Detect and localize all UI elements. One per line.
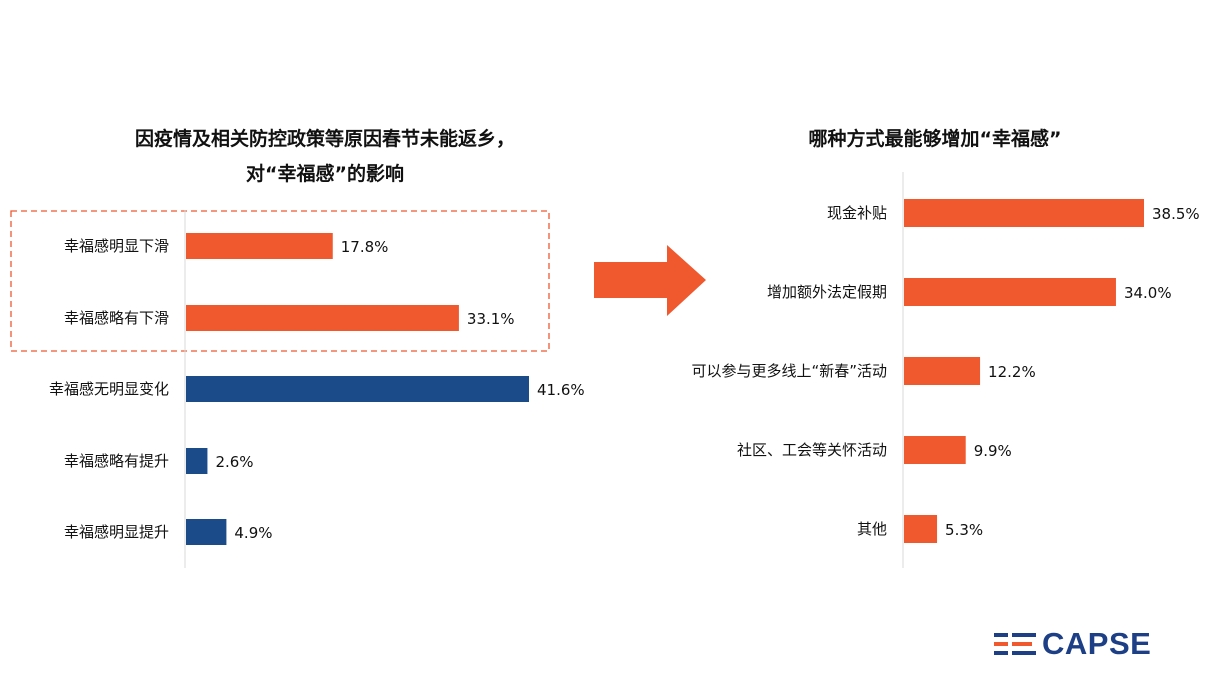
left-bar bbox=[186, 376, 529, 402]
left-value-label: 4.9% bbox=[234, 524, 272, 542]
right-category-label: 增加额外法定假期 bbox=[767, 283, 887, 301]
left-category-label: 幸福感明显提升 bbox=[64, 523, 169, 541]
left-category-label: 幸福感略有提升 bbox=[64, 452, 169, 470]
left-bar bbox=[186, 519, 227, 545]
right-category-label: 其他 bbox=[857, 520, 887, 538]
left-bar bbox=[186, 233, 333, 259]
left-chart-title-line-2: 对“幸福感”的影响 bbox=[246, 163, 404, 185]
left-category-label: 幸福感明显下滑 bbox=[64, 237, 169, 255]
right-bar bbox=[904, 357, 981, 385]
left-chart-title: 因疫情及相关防控政策等原因春节未能返乡， 对“幸福感”的影响 bbox=[60, 122, 590, 192]
left-value-label: 33.1% bbox=[467, 310, 515, 328]
left-bar bbox=[186, 305, 459, 331]
left-value-label: 2.6% bbox=[215, 453, 253, 471]
right-bar bbox=[904, 436, 966, 464]
right-bar bbox=[904, 278, 1116, 306]
right-value-label: 9.9% bbox=[974, 442, 1012, 460]
right-value-label: 5.3% bbox=[945, 521, 983, 539]
right-category-label: 现金补贴 bbox=[827, 204, 887, 222]
highlight-dashed-box bbox=[10, 210, 550, 352]
right-value-label: 38.5% bbox=[1152, 205, 1200, 223]
left-bar bbox=[186, 448, 208, 474]
right-category-label: 社区、工会等关怀活动 bbox=[737, 441, 887, 459]
right-value-label: 34.0% bbox=[1124, 284, 1172, 302]
right-chart-title-line-1: 哪种方式最能够增加“幸福感” bbox=[808, 128, 1062, 150]
left-category-label: 幸福感无明显变化 bbox=[49, 380, 169, 398]
logo-lines-icon bbox=[994, 633, 1036, 655]
left-value-label: 41.6% bbox=[537, 381, 585, 399]
left-value-label: 17.8% bbox=[341, 238, 389, 256]
right-bar bbox=[904, 515, 938, 543]
left-chart-title-line-1: 因疫情及相关防控政策等原因春节未能返乡， bbox=[134, 128, 515, 150]
right-category-label: 可以参与更多线上“新春”活动 bbox=[691, 362, 887, 380]
right-chart-title: 哪种方式最能够增加“幸福感” bbox=[740, 122, 1130, 157]
left-category-label: 幸福感略有下滑 bbox=[64, 309, 169, 327]
capse-logo: CAPSE bbox=[994, 626, 1151, 662]
right-value-label: 12.2% bbox=[988, 363, 1036, 381]
logo-text: CAPSE bbox=[1042, 626, 1152, 661]
right-bar bbox=[904, 199, 1144, 227]
